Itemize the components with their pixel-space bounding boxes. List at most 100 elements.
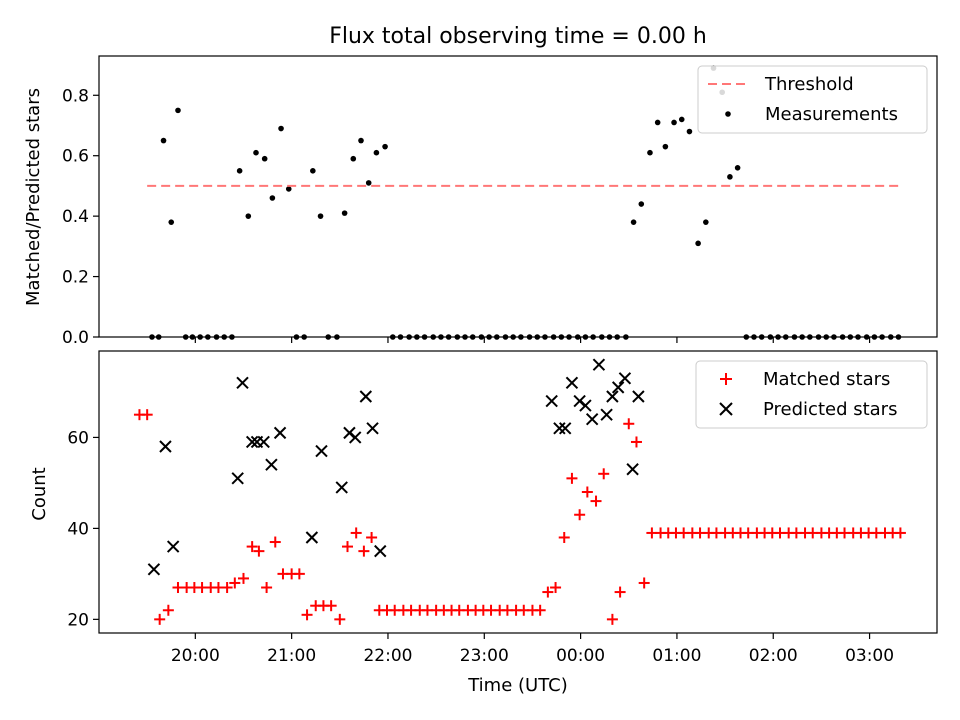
top-axes-frame (98, 55, 938, 338)
matched-star-point (894, 527, 906, 539)
predicted-star-point (611, 381, 625, 394)
measurement-point (285, 186, 292, 192)
matched-star-point (246, 541, 258, 553)
legend-threshold-label: Threshold (764, 74, 854, 95)
predicted-star-point (366, 422, 379, 435)
predicted-star-point (359, 390, 373, 403)
measurement-point (678, 116, 685, 123)
predicted-star-point (159, 440, 172, 453)
y-tick-label: 0.4 (62, 207, 89, 227)
bottom-x-ticks: 20:00 21:00 22:00 23:00 00:00 01:00 02:00 03:00 (171, 633, 894, 666)
predicted-star-point (257, 435, 270, 449)
matched-star-point (261, 582, 273, 594)
predicted-star-point (558, 422, 572, 435)
bottom-y-axis-label: Count (29, 467, 50, 520)
x-axis-label: Time (UTC) (467, 675, 568, 696)
bottom-y-ticks: 20 40 60 (67, 428, 99, 630)
x-tick-label: 23:00 (460, 646, 509, 666)
measurement-point (358, 137, 364, 144)
legend-measurements-swatch (725, 111, 731, 117)
x-tick-label: 00:00 (556, 646, 605, 666)
y-tick-label: 60 (67, 428, 89, 448)
matched-star-point (237, 572, 249, 584)
measurement-point (373, 149, 380, 156)
bottom-legend-box (695, 360, 928, 429)
matched-star-point (606, 613, 618, 625)
predicted-star-point (236, 376, 249, 390)
legend-predicted-label: Predicted stars (763, 399, 897, 420)
measurement-point (686, 128, 693, 135)
predicted-star-point (335, 481, 348, 494)
measurement-point (382, 143, 388, 150)
chart-title: Flux total observing time = 0.00 h (329, 24, 707, 49)
matched-star-point (623, 418, 635, 430)
measurement-point (317, 213, 324, 219)
measurement-point (727, 174, 733, 180)
matched-star-point (325, 600, 337, 612)
top-x-ticks (194, 337, 871, 343)
predicted-star-point (585, 413, 599, 426)
predicted-star-point (374, 544, 387, 558)
bottom-panel: 20 40 60 20:00 21:00 22:00 23:00 00:00 01:00 02:… (29, 350, 938, 696)
y-tick-label: 20 (67, 610, 89, 630)
matched-star-point (141, 409, 153, 421)
matched-star-point (534, 604, 546, 616)
x-tick-label: 22:00 (363, 646, 412, 666)
predicted-star-point (273, 426, 287, 440)
bottom-axes-frame (98, 350, 938, 634)
matched-star-point (614, 586, 626, 598)
measurement-point (160, 137, 167, 144)
measurement-point (236, 168, 243, 174)
legend-predicted-swatch (719, 402, 733, 416)
predicted-star-point (632, 390, 645, 403)
matched-star-point (574, 509, 586, 521)
measurement-point (734, 164, 741, 171)
top-y-axis-label: Matched/Predicted stars (23, 88, 44, 306)
matched-star-point (598, 468, 610, 480)
predicted-star-point (349, 431, 362, 444)
top-legend-box (697, 65, 928, 134)
matched-star-point (638, 577, 650, 589)
y-tick-label: 40 (67, 519, 89, 539)
measurement-point (662, 143, 669, 150)
predicted-star-point (545, 394, 558, 408)
measurement-point (638, 201, 645, 207)
measurement-point (310, 168, 316, 174)
measurement-point (341, 210, 348, 216)
measurement-point (278, 125, 284, 132)
measurement-point (365, 180, 372, 186)
predicted-star-point (231, 472, 244, 485)
matched-star-point (358, 545, 370, 557)
matched-star-point (550, 582, 562, 594)
bottom-legend: Matched stars Predicted stars (695, 360, 928, 429)
x-tick-label: 20:00 (171, 646, 220, 666)
predicted-star-point (265, 458, 278, 471)
y-tick-label: 0.0 (62, 328, 89, 348)
measurement-point (253, 149, 259, 156)
measurement-point (168, 219, 175, 225)
predicted-star-point (553, 422, 566, 435)
matched-star-point (293, 568, 305, 580)
matched-star-point (162, 604, 174, 616)
matched-star-point (581, 486, 593, 498)
top-y-ticks: 0.0 0.2 0.4 0.6 0.8 (62, 86, 99, 348)
matched-star-point (630, 436, 642, 448)
x-tick-label: 01:00 (652, 646, 701, 666)
measurement-point (269, 195, 276, 201)
predicted-star-point (166, 540, 180, 553)
matched-star-point (253, 545, 265, 557)
top-legend: Threshold Measurements (697, 65, 928, 134)
count-points (133, 358, 906, 625)
matched-star-point (558, 531, 570, 543)
predicted-star-point (147, 563, 161, 576)
matched-star-point (366, 531, 378, 543)
y-tick-label: 0.2 (62, 268, 89, 288)
legend-matched-swatch (720, 373, 732, 385)
x-tick-label: 03:00 (845, 646, 894, 666)
predicted-star-point (565, 376, 579, 390)
measurement-point (703, 219, 709, 225)
matched-star-point (269, 536, 281, 548)
measurement-point (695, 240, 701, 247)
matched-star-point (350, 527, 362, 539)
